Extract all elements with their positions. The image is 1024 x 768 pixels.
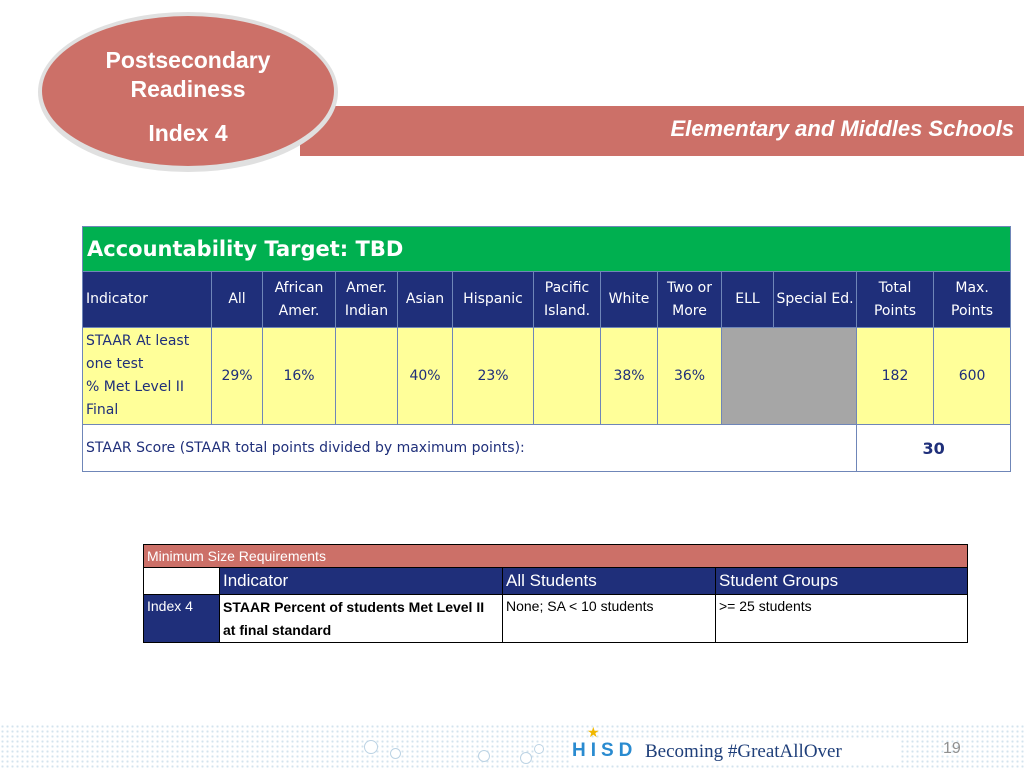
badge-title: Postsecondary Readiness — [42, 46, 334, 104]
cell-total-points: 182 — [856, 327, 934, 425]
footer-brand-backdrop — [570, 740, 900, 764]
accountability-table: Accountability Target: TBD Indicator All… — [81, 226, 1012, 472]
col-header-amer-indian: Amer. Indian — [335, 271, 398, 328]
badge-line-3: Index 4 — [148, 120, 228, 146]
row-student-groups: >= 25 students — [714, 594, 969, 643]
cell-two-or-more: 36% — [657, 327, 722, 425]
col-header-max-points: Max. Points — [932, 271, 1012, 328]
row-index-label: Index 4 — [143, 594, 220, 643]
title-badge: Postsecondary Readiness Index 4 — [42, 16, 334, 166]
cell-asian: 40% — [397, 327, 453, 425]
accountability-target: Accountability Target: TBD — [81, 226, 1012, 272]
slide-subtitle: Elementary and Middles Schools — [670, 116, 1014, 141]
cell-hispanic: 23% — [452, 327, 534, 425]
footer-decoration-circle — [364, 740, 378, 754]
minimum-size-table: Minimum Size Requirements Indicator All … — [142, 544, 969, 643]
row-indicator: STAAR At least one test % Met Level II F… — [82, 327, 212, 425]
badge-line-1: Postsecondary — [105, 47, 271, 73]
row-indicator-text: STAAR Percent of students Met Level II a… — [219, 594, 503, 643]
col-header-total-points: Total Points — [856, 271, 934, 328]
col-header-pacific-island: Pacific Island. — [533, 271, 601, 328]
star-icon: ★ — [587, 724, 600, 740]
row-indicator-line-1: STAAR At least one test — [86, 333, 190, 372]
cell-pacific-island — [533, 327, 601, 425]
footer-tagline: Becoming #GreatAllOver — [645, 741, 842, 762]
footer-decoration-circle — [478, 750, 490, 762]
cell-ell-special-ed-greyed — [721, 327, 857, 425]
cell-all: 29% — [211, 327, 263, 425]
col-header-white: White — [600, 271, 658, 328]
hisd-logo: HISD — [572, 740, 638, 761]
badge-line-2: Readiness — [130, 76, 246, 102]
row-indicator-line-2: % Met Level II Final — [86, 379, 185, 418]
footer-decoration-circle — [390, 748, 401, 759]
row-all-students: None; SA < 10 students — [502, 594, 716, 643]
col-header-two-or-more: Two or More — [657, 271, 722, 328]
col-header-hispanic: Hispanic — [452, 271, 534, 328]
header-indicator: Indicator — [219, 567, 503, 595]
header-blank-cell — [143, 567, 220, 595]
header-band: Elementary and Middles Schools — [300, 106, 1024, 156]
col-header-all: All — [211, 271, 263, 328]
staar-score-label: STAAR Score (STAAR total points divided … — [82, 424, 857, 472]
cell-african-amer: 16% — [262, 327, 336, 425]
header-all-students: All Students — [502, 567, 716, 595]
staar-score-value: 30 — [855, 424, 1012, 472]
footer-decoration-circle — [520, 752, 532, 764]
cell-amer-indian — [335, 327, 398, 425]
col-header-asian: Asian — [397, 271, 453, 328]
cell-white: 38% — [600, 327, 658, 425]
col-header-indicator: Indicator — [82, 271, 212, 328]
col-header-special-ed: Special Ed. — [773, 271, 857, 328]
page-number: 19 — [943, 740, 961, 757]
minimum-size-title: Minimum Size Requirements — [142, 544, 969, 568]
header-student-groups: Student Groups — [714, 567, 969, 595]
footer-decoration-circle — [534, 744, 544, 754]
col-header-african-amer: African Amer. — [262, 271, 336, 328]
cell-max-points: 600 — [932, 327, 1012, 425]
col-header-ell: ELL — [721, 271, 774, 328]
